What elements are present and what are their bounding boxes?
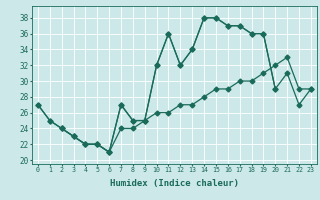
- X-axis label: Humidex (Indice chaleur): Humidex (Indice chaleur): [110, 179, 239, 188]
